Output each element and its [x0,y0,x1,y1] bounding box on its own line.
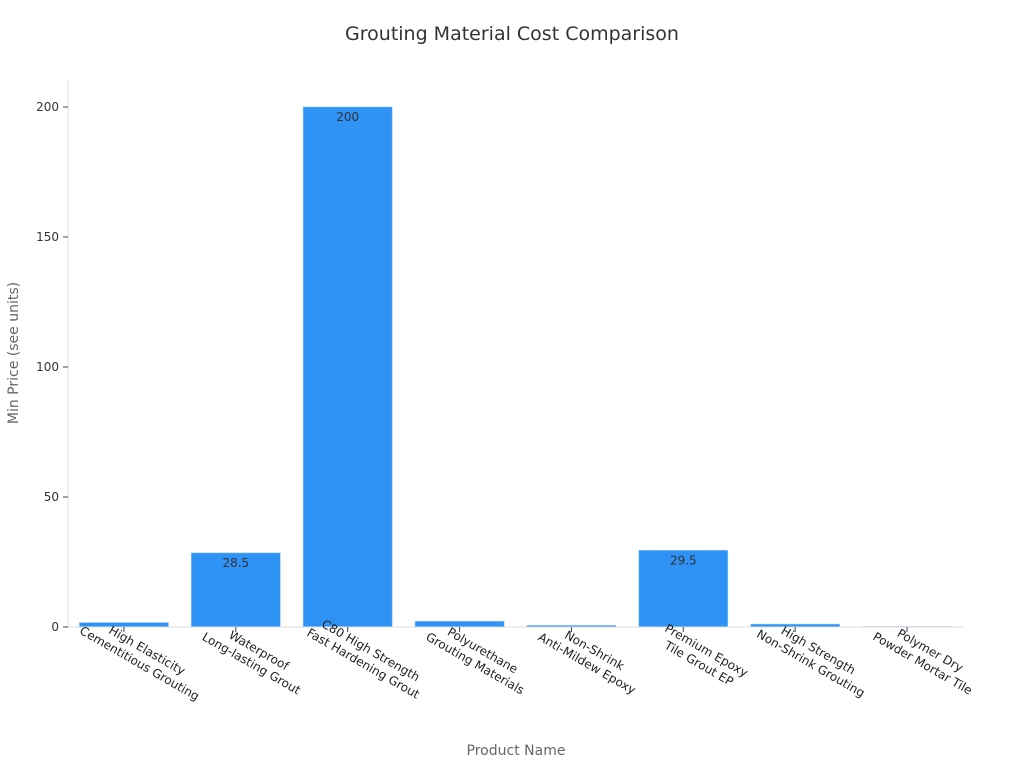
y-axis: 0 50 100 150 200 [36,80,69,634]
data-label: 28.5 [222,556,249,570]
x-tick-label: Premium EpoxyTile Grout EP [655,621,751,693]
chart-title: Grouting Material Cost Comparison [345,23,679,45]
bar [302,106,393,628]
y-axis-label: Min Price (see units) [6,282,22,424]
bar [414,620,505,628]
y-tick-label: 150 [36,230,59,244]
y-tick-label: 0 [51,620,59,634]
bars: 28.5 200 29.5 [79,106,952,628]
bar [79,622,169,628]
x-axis-label: Product Name [467,743,566,759]
x-tick-label: PolyurethaneGrouting Materials [424,617,535,698]
y-tick-label: 200 [36,100,59,114]
x-tick-label: Polymer DryPowder Mortar Tile [871,616,983,697]
x-tick-label: Non-ShrinkAnti-Mildew Epoxy [536,617,646,697]
data-label: 29.5 [670,553,697,567]
y-tick-label: 50 [44,490,59,504]
y-tick-label: 100 [36,360,59,374]
bar [638,549,729,628]
x-tick-label: WaterproofLong-lasting Grout [200,617,311,698]
data-label: 200 [336,110,359,124]
